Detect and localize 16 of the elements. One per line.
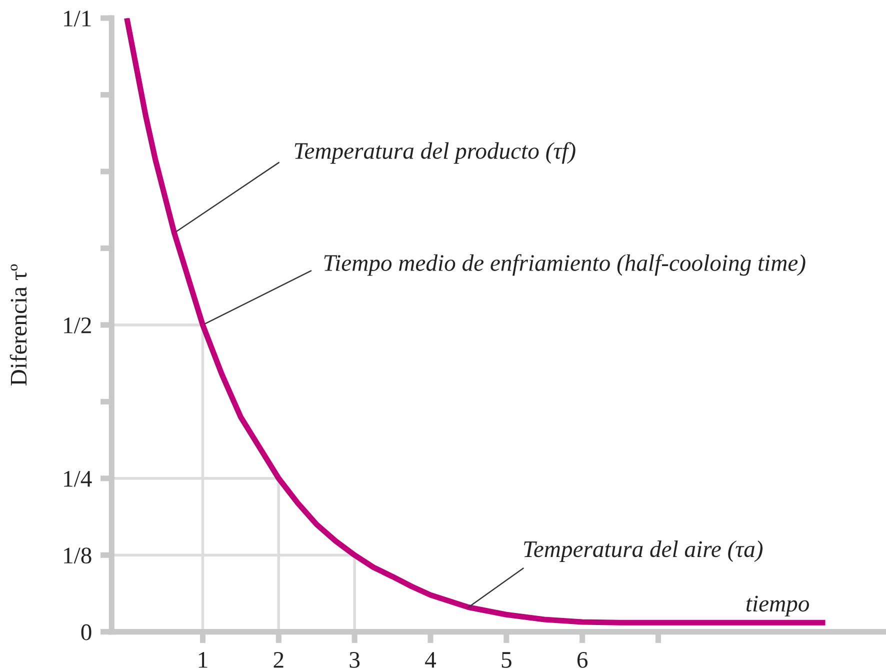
annotation: Tiempo medio de enfriamiento (half-cooloing time) <box>324 254 806 276</box>
y-tick-label: 0 <box>81 624 92 640</box>
y-tick-label: 1/8 <box>64 548 92 564</box>
x-tick-label: 6 <box>577 652 588 668</box>
x-tick-label: 3 <box>350 652 360 668</box>
x-tick-label: 2 <box>274 652 284 668</box>
annotation: Temperatura del producto (τf) <box>294 142 576 164</box>
x-tick-label: 4 <box>425 652 436 668</box>
x-axis-title: tiempo <box>746 596 810 616</box>
y-axis-title: Diferencia τº <box>10 264 27 386</box>
x-tick-label: 1 <box>198 652 208 668</box>
annotation: Temperatura del aire (τa) <box>524 540 763 562</box>
y-tick-label: 1/2 <box>64 318 91 334</box>
y-tick-label: 1/1 <box>64 10 91 27</box>
y-tick-label: 1/4 <box>64 470 92 487</box>
x-tick-label: 5 <box>502 652 512 668</box>
